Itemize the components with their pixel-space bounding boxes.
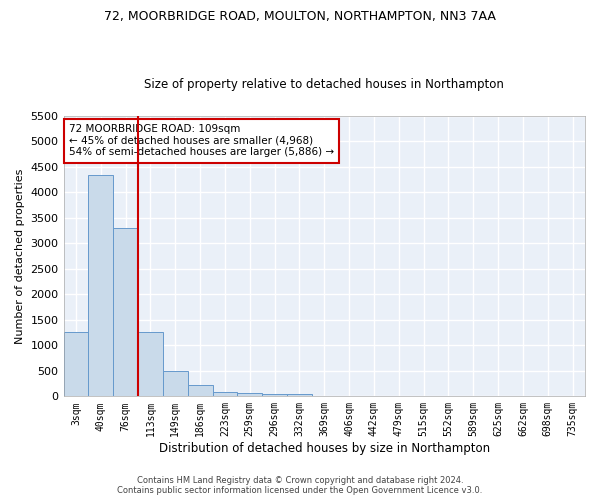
Bar	[287, 394, 312, 396]
Bar	[238, 393, 262, 396]
Bar	[262, 394, 287, 396]
Bar	[88, 176, 113, 396]
Title: Size of property relative to detached houses in Northampton: Size of property relative to detached ho…	[145, 78, 504, 91]
Y-axis label: Number of detached properties: Number of detached properties	[15, 168, 25, 344]
Bar	[113, 228, 138, 396]
Text: Contains HM Land Registry data © Crown copyright and database right 2024.
Contai: Contains HM Land Registry data © Crown c…	[118, 476, 482, 495]
Text: 72 MOORBRIDGE ROAD: 109sqm
← 45% of detached houses are smaller (4,968)
54% of s: 72 MOORBRIDGE ROAD: 109sqm ← 45% of deta…	[69, 124, 334, 158]
Bar	[64, 332, 88, 396]
Bar	[212, 392, 238, 396]
Bar	[163, 372, 188, 396]
Text: 72, MOORBRIDGE ROAD, MOULTON, NORTHAMPTON, NN3 7AA: 72, MOORBRIDGE ROAD, MOULTON, NORTHAMPTO…	[104, 10, 496, 23]
Bar	[138, 332, 163, 396]
Bar	[188, 386, 212, 396]
X-axis label: Distribution of detached houses by size in Northampton: Distribution of detached houses by size …	[159, 442, 490, 455]
